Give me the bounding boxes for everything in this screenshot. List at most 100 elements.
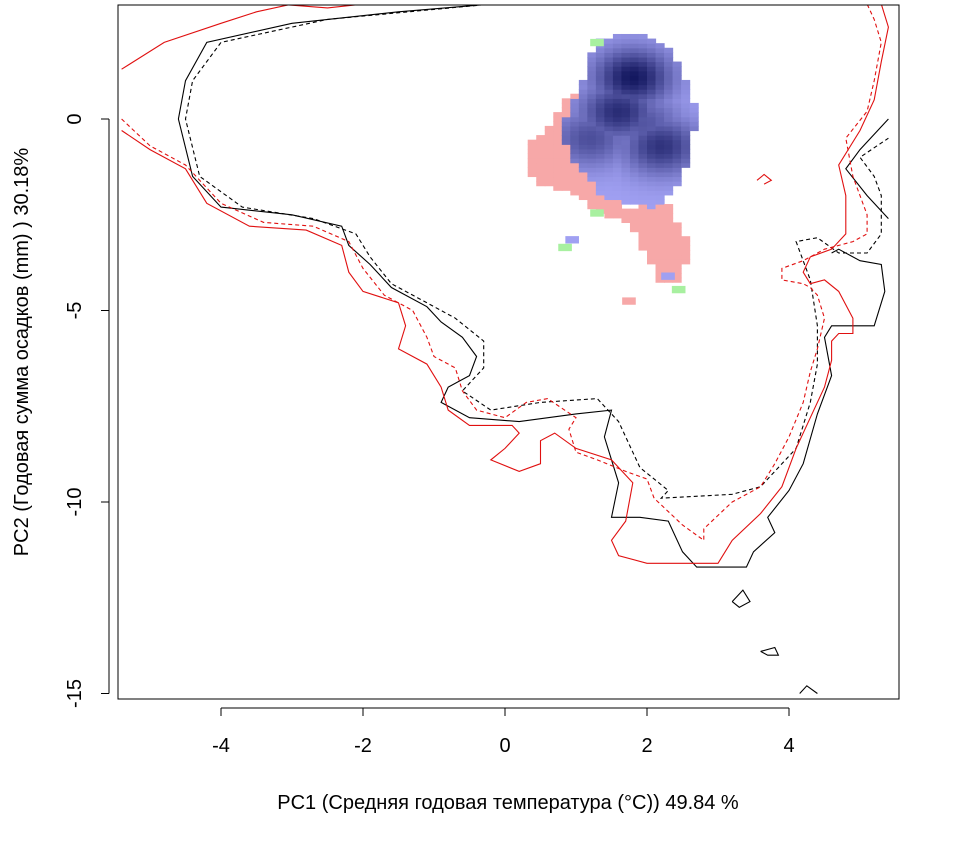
- density-cell: [570, 135, 580, 141]
- density-cell: [655, 84, 665, 90]
- density-cell: [629, 199, 640, 205]
- density-cell: [638, 89, 648, 95]
- density-cell: [612, 38, 623, 44]
- density-cell: [672, 102, 682, 109]
- density-cell: [681, 79, 691, 86]
- density-cell: [638, 130, 648, 136]
- density-cell: [664, 56, 674, 63]
- density-cell: [681, 130, 691, 136]
- density-cell: [604, 167, 614, 173]
- density-cell: [561, 116, 571, 122]
- density-cell: [655, 185, 665, 191]
- density-cell: [612, 162, 623, 168]
- density-cell: [664, 213, 674, 219]
- density-cell: [536, 181, 546, 187]
- density-cell: [578, 130, 588, 136]
- density-cell: [655, 139, 665, 145]
- density-cell: [672, 236, 682, 242]
- density-cell: [604, 61, 614, 67]
- density-cell: [638, 217, 648, 224]
- density-cell: [595, 162, 605, 168]
- density-cell: [578, 148, 588, 155]
- density-cell: [621, 144, 631, 150]
- density-cell: [664, 167, 674, 173]
- density-cell: [638, 213, 648, 219]
- density-cell: [561, 139, 571, 145]
- density-cells: [527, 33, 699, 305]
- density-cell: [664, 93, 674, 99]
- density-cell: [647, 43, 657, 49]
- density-cell: [621, 181, 631, 187]
- density-cell: [629, 222, 640, 228]
- density-cell: [544, 153, 554, 159]
- density-cell: [612, 167, 623, 173]
- density-cell: [672, 148, 682, 155]
- density-cell: [664, 181, 674, 187]
- density-cell: [681, 254, 691, 260]
- density-cell: [681, 245, 691, 251]
- density-cell: [664, 227, 674, 233]
- density-cell: [661, 272, 675, 280]
- density-cell: [553, 121, 563, 127]
- density-cell: [604, 130, 614, 136]
- density-cell: [561, 181, 571, 187]
- density-cell: [570, 139, 580, 145]
- density-cell: [629, 116, 640, 122]
- contour-dashed: [121, 5, 882, 542]
- density-cell: [647, 112, 657, 118]
- density-cell: [604, 204, 614, 210]
- density-cell: [612, 33, 623, 40]
- density-cell: [595, 135, 605, 141]
- density-cell: [655, 190, 665, 196]
- density-cell: [664, 79, 674, 86]
- density-cell: [672, 79, 682, 86]
- density-cell: [629, 61, 640, 67]
- density-cell: [604, 89, 614, 95]
- density-cell: [655, 130, 665, 136]
- density-cell: [629, 112, 640, 118]
- density-cell: [595, 56, 605, 63]
- density-cell: [587, 70, 597, 76]
- density-cell: [655, 162, 665, 168]
- density-cell: [647, 158, 657, 164]
- density-cell: [629, 84, 640, 90]
- density-cell: [629, 79, 640, 86]
- density-cell: [629, 107, 640, 113]
- density-cell: [595, 167, 605, 173]
- density-cell: [595, 144, 605, 150]
- density-cell: [638, 167, 648, 173]
- density-cell: [664, 208, 674, 214]
- density-cell: [570, 93, 580, 99]
- density-cell: [604, 75, 614, 81]
- density-cell: [590, 38, 604, 47]
- density-cell: [553, 176, 563, 182]
- density-cell: [561, 162, 571, 168]
- density-cell: [647, 240, 657, 246]
- density-cell: [655, 61, 665, 67]
- density-cell: [672, 181, 682, 187]
- density-cell: [544, 158, 554, 164]
- density-cell: [681, 148, 691, 155]
- density-cell: [664, 70, 674, 76]
- density-cell: [612, 66, 623, 72]
- density-cell: [655, 167, 665, 173]
- density-cell: [587, 135, 597, 141]
- density-cell: [595, 148, 605, 155]
- density-cell: [621, 167, 631, 173]
- density-cell: [621, 116, 631, 122]
- density-cell: [681, 125, 691, 132]
- density-cell: [590, 209, 604, 217]
- density-cell: [629, 227, 640, 233]
- density-cell: [604, 144, 614, 150]
- density-cell: [629, 176, 640, 182]
- density-cell: [681, 240, 691, 246]
- density-cell: [672, 176, 682, 182]
- density-cell: [578, 194, 588, 201]
- density-cell: [578, 135, 588, 141]
- density-cell: [672, 240, 682, 246]
- density-cell: [655, 98, 665, 104]
- density-cell: [587, 181, 597, 187]
- density-cell: [561, 148, 571, 155]
- x-tick-label: 0: [499, 735, 510, 757]
- density-cell: [672, 272, 682, 279]
